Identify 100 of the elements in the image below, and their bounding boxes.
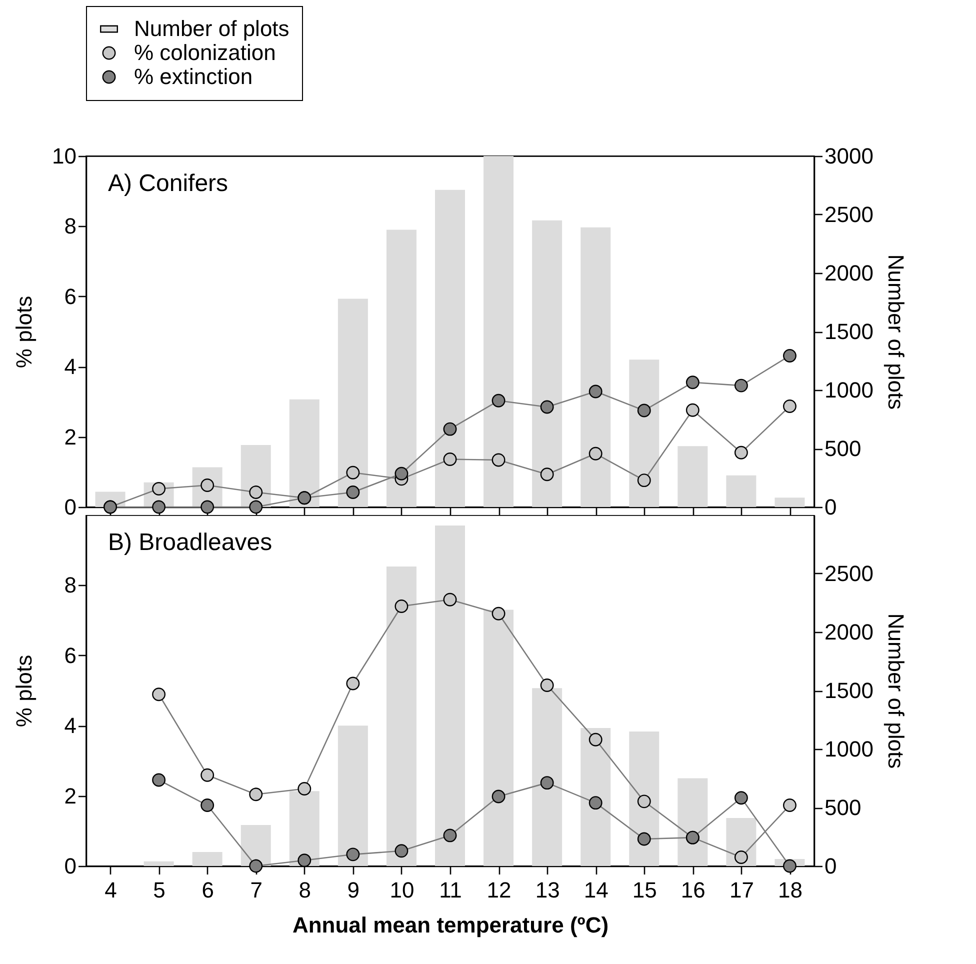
y-tick-label: 10 [52, 144, 76, 168]
y2-tick-label: 1000 [824, 378, 874, 402]
point [783, 798, 796, 812]
point [152, 773, 166, 787]
y-tick-label: 2 [64, 783, 76, 808]
bar [580, 227, 611, 507]
y-tick-label: 8 [64, 214, 76, 239]
x-tick-label: 7 [250, 878, 262, 902]
y2-tick-label: 2000 [824, 260, 874, 286]
y2-tick-label: 2000 [824, 620, 874, 644]
point [346, 486, 360, 499]
bar [289, 791, 320, 866]
legend-label: Number of plots [134, 16, 290, 41]
point [783, 349, 796, 362]
point [540, 678, 554, 692]
text: B) Broadleaves [108, 529, 272, 556]
y-tick-label: 0 [64, 494, 76, 520]
point [443, 422, 457, 436]
y2-tick-label: 3000 [824, 144, 874, 168]
x-tick-label: 12 [486, 878, 512, 902]
y-tick-label: 2 [64, 424, 76, 450]
x-tick-label: 10 [390, 878, 414, 902]
point [492, 394, 506, 408]
point [346, 466, 360, 480]
point [249, 500, 263, 514]
bar [435, 526, 465, 866]
point [394, 844, 408, 858]
y2-tick-label: 1000 [824, 736, 874, 762]
bar [629, 360, 660, 507]
y2-tick-label: 500 [824, 436, 862, 461]
point [734, 850, 748, 864]
y-tick-label: 6 [64, 642, 76, 668]
bar [289, 399, 320, 507]
bar [629, 731, 660, 866]
point [637, 832, 651, 846]
y-tick-label: 4 [64, 354, 76, 380]
y2-axis-title: Number of plots [883, 613, 908, 769]
point [734, 446, 748, 460]
point [492, 606, 506, 620]
point [298, 782, 312, 796]
y-tick-label: 6 [64, 284, 76, 309]
x-tick-label: 16 [680, 878, 706, 902]
point [443, 592, 457, 606]
y-axis-title: % plots [12, 654, 36, 728]
x-axis-title: Annual mean temperature (ºC) [292, 912, 609, 938]
x-tick-label: 17 [729, 878, 754, 902]
bar [192, 852, 222, 866]
bar [386, 566, 416, 866]
point [394, 600, 408, 613]
point [637, 474, 651, 488]
bar [144, 861, 174, 866]
bar [240, 825, 271, 866]
x-tick-label: 6 [202, 878, 214, 902]
point [249, 486, 263, 499]
point [588, 796, 602, 810]
bar [338, 298, 368, 507]
point [200, 768, 214, 782]
y2-tick-label: 2500 [824, 202, 874, 227]
bar [726, 475, 756, 507]
y2-tick-label: 1500 [824, 319, 874, 344]
bar [484, 156, 514, 507]
bar [774, 498, 805, 507]
y2-tick-label: 500 [824, 795, 862, 820]
point [200, 798, 214, 812]
y-axis-title: % plots [12, 296, 36, 368]
point [783, 859, 796, 873]
legend-label: % colonization [134, 40, 276, 65]
point [540, 400, 554, 414]
x-tick-label: 15 [632, 878, 657, 902]
point [249, 859, 263, 873]
point [249, 788, 263, 802]
y2-tick-label: 2500 [824, 561, 874, 586]
bar [386, 230, 416, 507]
point [686, 376, 700, 390]
point [783, 400, 796, 413]
point [200, 500, 214, 514]
point [637, 794, 651, 808]
x-tick-label: 13 [535, 878, 560, 902]
y2-axis-title: Number of plots [883, 254, 908, 410]
point [443, 452, 457, 466]
x-tick-label: 14 [584, 878, 608, 902]
point [540, 776, 554, 790]
x-tick-label: 9 [347, 878, 360, 902]
x-tick-label: 5 [153, 878, 166, 902]
point [443, 828, 457, 842]
point [588, 384, 602, 398]
bar [338, 726, 368, 866]
bar [532, 688, 562, 866]
point [346, 848, 360, 862]
y-tick-label: 4 [64, 713, 76, 738]
x-tick-label: 8 [298, 878, 312, 902]
point [686, 403, 700, 417]
bar [678, 778, 708, 866]
point [346, 676, 360, 690]
bar [678, 446, 708, 507]
point [492, 453, 506, 467]
y2-tick-label: 0 [824, 494, 837, 520]
point [298, 854, 312, 868]
point [588, 732, 602, 746]
point [734, 791, 748, 805]
